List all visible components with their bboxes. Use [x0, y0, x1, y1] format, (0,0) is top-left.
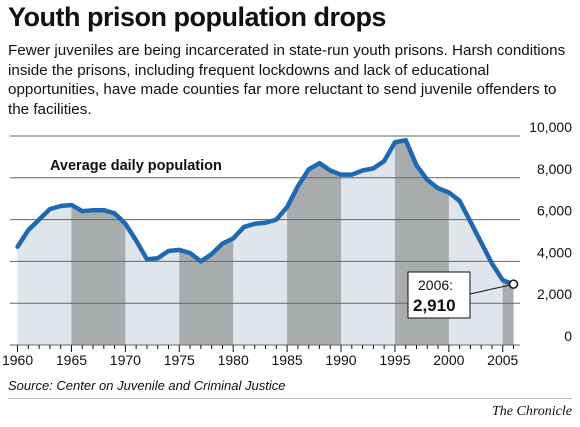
x-tick-label: 1965 [56, 352, 87, 368]
callout-leader [469, 283, 514, 295]
publisher-credit: The Chronicle [492, 404, 572, 419]
x-tick-marks [17, 345, 515, 352]
shaded-band-1975 [179, 140, 234, 345]
shaded-band-2005 [502, 140, 514, 345]
x-tick-label: 1970 [110, 352, 141, 368]
y-tick-label: 0 [564, 328, 572, 344]
area-fill-light [17, 140, 514, 345]
endpoint-marker [508, 279, 519, 289]
x-tick-label: 1980 [218, 352, 249, 368]
y-tick-label: 10,000 [529, 119, 572, 135]
headline: Youth prison population drops [8, 2, 386, 32]
callout-box [407, 271, 471, 319]
shaded-band-1965 [71, 140, 126, 345]
annotation-callout: 2006: 2,910 [407, 271, 519, 319]
shaded-band-1985 [287, 140, 342, 345]
x-tick-label: 1990 [325, 352, 356, 368]
y-tick-label: 4,000 [537, 244, 572, 260]
x-tick-label: 1985 [272, 352, 303, 368]
chart-title: Average daily population [50, 158, 222, 174]
x-tick-label: 1995 [379, 352, 410, 368]
y-tick-labels: 0 2,000 4,000 6,000 8,000 10,000 [529, 119, 572, 344]
x-tick-label: 1960 [2, 352, 33, 368]
x-tick-labels: 1960 1965 1970 1975 1980 1985 1990 1995 2000 2005 [2, 352, 519, 368]
chart-gridlines [10, 135, 520, 346]
callout-value-label: 2,910 [413, 296, 456, 315]
subtitle: Fewer juveniles are being incarcerated i… [8, 42, 566, 118]
x-tick-label: 2005 [487, 352, 518, 368]
callout-year-label: 2006: [418, 277, 453, 293]
footer-rule [8, 398, 572, 399]
y-tick-label: 2,000 [537, 286, 572, 302]
source-note: Source: Center on Juvenile and Criminal … [8, 378, 286, 393]
x-tick-label: 1975 [164, 352, 195, 368]
population-line [15, 137, 516, 287]
y-tick-label: 8,000 [537, 161, 572, 177]
x-tick-label: 2000 [433, 352, 464, 368]
y-tick-label: 6,000 [537, 203, 572, 219]
